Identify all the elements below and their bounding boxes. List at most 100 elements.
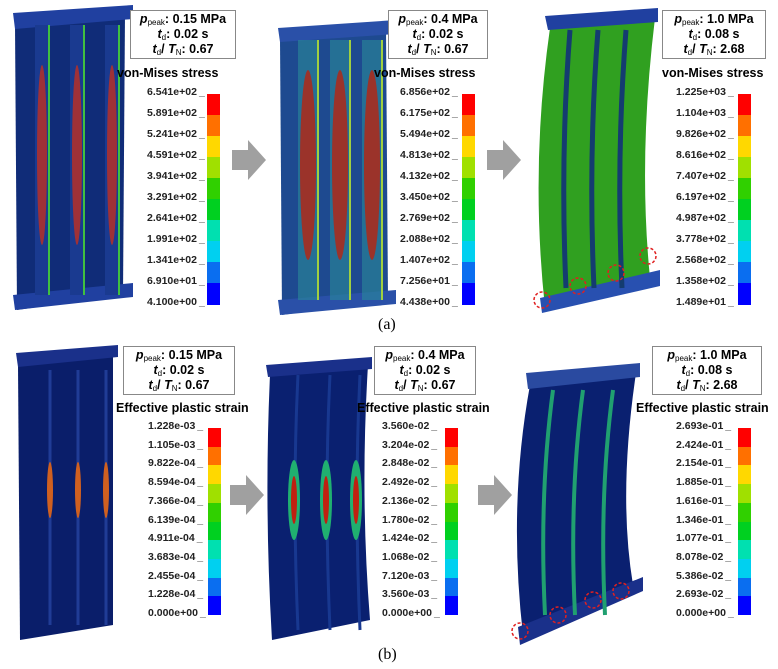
legend-tick-label: 2.492e-02 xyxy=(382,476,437,488)
legend-title: Effective plastic strain xyxy=(636,401,769,415)
legend-tick-label: 5.494e+02 xyxy=(400,128,458,140)
legend-tick-label: 1.068e-02 xyxy=(382,551,437,563)
legend-color-swatch xyxy=(208,446,221,466)
legend-tick-label: 0.000e+00 xyxy=(676,607,734,619)
fem-plate-image xyxy=(260,345,380,650)
ratio-value: 0.67 xyxy=(189,42,214,56)
legend-tick-label: 3.204e-02 xyxy=(382,439,437,451)
legend-tick-label: 1.991e+02 xyxy=(147,233,205,245)
p-peak-value: 0.15 MPa xyxy=(168,348,223,362)
ratio-line: td/ TN: 2.68 xyxy=(676,378,738,393)
legend-color-swatch xyxy=(462,94,475,116)
legend-tick-label: 8.616e+02 xyxy=(676,149,734,161)
legend-tick-label: 9.822e-04 xyxy=(148,457,203,469)
p-peak-value: 0.15 MPa xyxy=(172,12,227,26)
legend-tick-label: 8.594e-04 xyxy=(148,476,203,488)
legend-tick-label: 1.228e-04 xyxy=(148,588,203,600)
legend-tick-label: 0.000e+00 xyxy=(148,607,206,619)
legend-tick-label: 9.826e+02 xyxy=(676,128,734,140)
legend-tick-label: 2.568e+02 xyxy=(676,254,734,266)
legend-tick-label: 6.541e+02 xyxy=(147,86,205,98)
legend-tick-label: 1.228e-03 xyxy=(148,420,203,432)
legend-tick-label: 1.424e-02 xyxy=(382,532,437,544)
legend-color-swatch xyxy=(462,178,475,200)
legend-tick-label: 2.424e-01 xyxy=(676,439,731,451)
legend-color-swatch xyxy=(738,484,751,504)
legend-tick-label: 1.358e+02 xyxy=(676,275,734,287)
right-arrow-icon xyxy=(230,475,266,520)
td-value: 0.08 s xyxy=(704,27,740,41)
legend-tick-label: 1.346e-01 xyxy=(676,514,731,526)
legend-color-swatch xyxy=(207,220,220,242)
legend-tick-label: 3.683e-04 xyxy=(148,551,203,563)
legend-color-swatch xyxy=(738,241,751,263)
legend-tick-label: 4.813e+02 xyxy=(400,149,458,161)
fem-plate-image xyxy=(268,10,398,325)
legend-tick-label: 7.120e-03 xyxy=(382,570,437,582)
legend-tick-label: 2.848e-02 xyxy=(382,457,437,469)
ratio-value: 2.68 xyxy=(720,42,745,56)
legend-color-swatch xyxy=(445,446,458,466)
legend-color-swatch xyxy=(207,283,220,305)
red-dashed-circle-icon xyxy=(549,606,567,624)
legend-tick-label: 1.077e-01 xyxy=(676,532,731,544)
legend-tick-label: 6.910e+01 xyxy=(147,275,205,287)
legend-tick-label: 4.987e+02 xyxy=(676,212,734,224)
legend-color-swatch xyxy=(445,502,458,522)
legend-color-swatch xyxy=(445,484,458,504)
red-dashed-circle-icon xyxy=(607,264,625,282)
legend-color-swatch xyxy=(738,94,751,116)
legend-color-swatch xyxy=(462,199,475,221)
legend-tick-label: 1.341e+02 xyxy=(147,254,205,266)
legend-tick-label: 1.407e+02 xyxy=(400,254,458,266)
legend-color-swatch xyxy=(445,577,458,597)
legend-tick-label: 1.616e-01 xyxy=(676,495,731,507)
p-peak-value: 1.0 MPa xyxy=(700,348,747,362)
caption-b: (b) xyxy=(378,646,397,663)
legend-color-swatch xyxy=(207,136,220,158)
legend-color-swatch xyxy=(738,136,751,158)
p-peak-line: ppeak: 0.15 MPa xyxy=(135,348,223,363)
legend-color-swatch xyxy=(738,540,751,560)
legend-color-swatch xyxy=(462,241,475,263)
legend-title: Effective plastic strain xyxy=(357,401,490,415)
legend-color-swatch xyxy=(738,558,751,579)
p-peak-line: ppeak: 1.0 MPa xyxy=(674,12,754,27)
legend-color-swatch xyxy=(207,199,220,221)
ratio-line: td/ TN: 0.67 xyxy=(152,42,214,57)
legend-color-swatch xyxy=(462,220,475,242)
ratio-line: td/ TN: 0.67 xyxy=(148,378,210,393)
legend-tick-label: 3.778e+02 xyxy=(676,233,734,245)
fem-plate-image xyxy=(508,355,648,660)
ratio-line: td/ TN: 2.68 xyxy=(683,42,745,57)
legend-tick-label: 1.489e+01 xyxy=(676,296,734,308)
legend-color-swatch xyxy=(738,115,751,137)
legend-tick-label: 1.105e-03 xyxy=(148,439,203,451)
load-parameter-box: ppeak: 0.4 MPa td: 0.02 s td/ TN: 0.67 xyxy=(374,346,476,395)
legend-tick-label: 1.104e+03 xyxy=(676,107,734,119)
legend-color-swatch xyxy=(738,502,751,522)
legend-color-swatch xyxy=(738,596,751,616)
legend-tick-label: 1.780e-02 xyxy=(382,514,437,526)
legend-tick-label: 2.088e+02 xyxy=(400,233,458,245)
ratio-line: td/ TN: 0.67 xyxy=(394,378,456,393)
legend-tick-label: 6.139e-04 xyxy=(148,514,203,526)
load-parameter-box: ppeak: 0.15 MPa td: 0.02 s td/ TN: 0.67 xyxy=(130,10,236,59)
red-dashed-circle-icon xyxy=(612,582,630,600)
right-arrow-icon xyxy=(478,475,514,520)
load-parameter-box: ppeak: 0.15 MPa td: 0.02 s td/ TN: 0.67 xyxy=(123,346,235,395)
legend-color-swatch xyxy=(445,540,458,560)
load-parameter-box: ppeak: 1.0 MPa td: 0.08 s td/ TN: 2.68 xyxy=(662,10,766,59)
legend-tick-label: 1.885e-01 xyxy=(676,476,731,488)
p-peak-value: 0.4 MPa xyxy=(431,12,478,26)
legend-color-swatch xyxy=(738,577,751,597)
red-dashed-circle-icon xyxy=(533,291,551,309)
legend-color-swatch xyxy=(738,521,751,541)
legend-tick-label: 5.891e+02 xyxy=(147,107,205,119)
legend-tick-label: 6.197e+02 xyxy=(676,191,734,203)
td-line: td: 0.08 s xyxy=(688,27,740,42)
legend-tick-label: 1.225e+03 xyxy=(676,86,734,98)
legend-tick-label: 2.154e-01 xyxy=(676,457,731,469)
legend-color-swatch xyxy=(207,157,220,179)
legend-color-swatch xyxy=(207,94,220,116)
